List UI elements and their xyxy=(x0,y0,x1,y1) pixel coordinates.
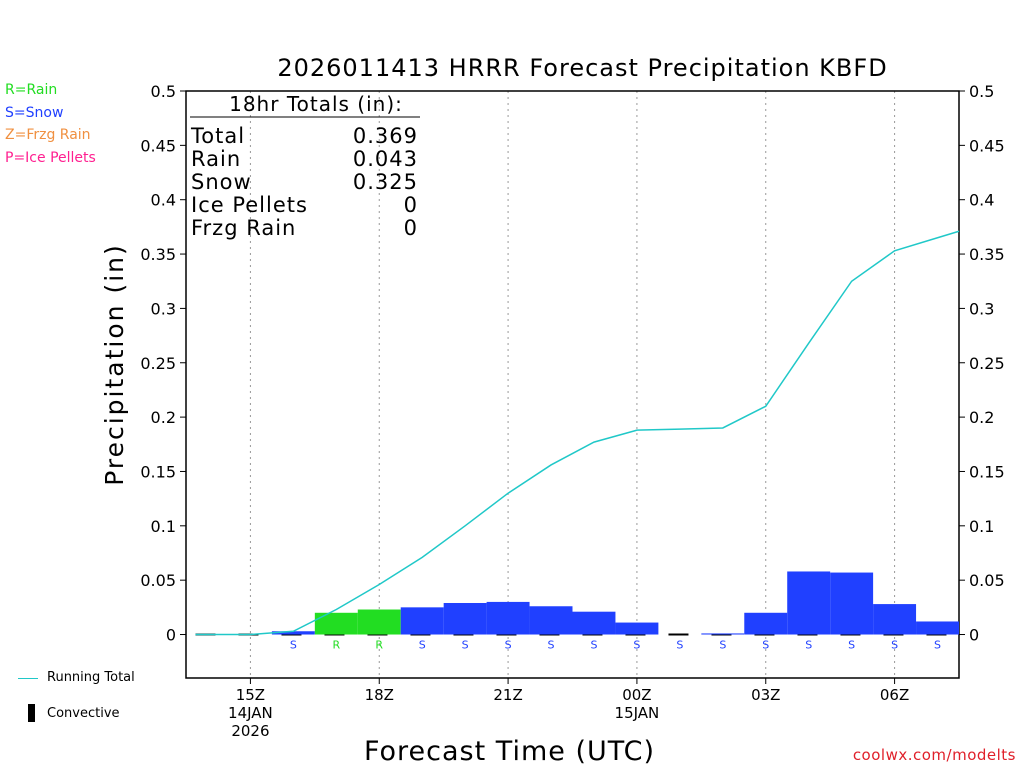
y-tick-label-left: 0.2 xyxy=(151,408,176,427)
precip-bar xyxy=(314,612,358,635)
totals-row-value: 0.043 xyxy=(353,147,418,171)
precip-type-label: S xyxy=(462,639,469,652)
x-tick-label: 00Z xyxy=(622,686,651,704)
precip-bar xyxy=(701,633,745,635)
totals-header: 18hr Totals (in): xyxy=(229,92,403,116)
running-total-key-label: Running Total xyxy=(47,670,135,685)
x-tick-label: 18Z xyxy=(365,686,394,704)
y-tick-label-right: 0.35 xyxy=(969,245,1005,264)
x-tick-label: 03Z xyxy=(751,686,780,704)
totals-row-value: 0.369 xyxy=(353,124,418,148)
y-axis-label: Precipitation (in) xyxy=(100,243,129,486)
precip-bar xyxy=(271,631,315,635)
y-tick-label-left: 0.45 xyxy=(140,136,176,155)
convective-key-label: Convective xyxy=(47,706,120,721)
precip-bar xyxy=(443,602,487,635)
y-tick-label-left: 0.25 xyxy=(140,354,176,373)
precip-type-label: S xyxy=(590,639,597,652)
precip-type-label: S xyxy=(891,639,898,652)
precip-type-label: S xyxy=(290,639,297,652)
plot-frame xyxy=(185,90,960,679)
precip-type-label: S xyxy=(419,639,426,652)
precip-type-label: R xyxy=(375,639,383,652)
precip-bar xyxy=(744,612,788,635)
totals-row-value: 0.325 xyxy=(353,170,418,194)
y-tick-label-right: 0.1 xyxy=(969,517,994,536)
x-tick-label: 15Z xyxy=(236,686,265,704)
running-total-line xyxy=(195,230,960,636)
x-tick-label: 21Z xyxy=(493,686,522,704)
precip-type-label: S xyxy=(633,639,640,652)
y-tick-label-right: 0.25 xyxy=(969,354,1005,373)
y-tick-label-left: 0.1 xyxy=(151,517,176,536)
precip-type-label: S xyxy=(762,639,769,652)
totals-row-value: 0 xyxy=(404,193,418,217)
precip-bar xyxy=(615,622,659,635)
legend-snow: S=Snow xyxy=(5,105,63,121)
y-tick-label-left: 0.5 xyxy=(151,82,176,101)
precip-type-label: S xyxy=(719,639,726,652)
precip-type-label: S xyxy=(505,639,512,652)
legend-frzg-rain: Z=Frzg Rain xyxy=(5,127,91,143)
legend-snow-label: S=Snow xyxy=(5,105,64,121)
precip-bar xyxy=(357,609,401,635)
totals-row-label: Snow xyxy=(191,170,252,194)
precip-type-label: R xyxy=(332,639,340,652)
site-credit: coolwx.com/modelts xyxy=(852,746,1016,764)
precip-type-label: S xyxy=(805,639,812,652)
y-tick-label-left: 0.4 xyxy=(151,191,176,210)
y-tick-label-right: 0.5 xyxy=(969,82,994,101)
precip-bar xyxy=(400,607,444,635)
y-tick-label-right: 0.4 xyxy=(969,191,994,210)
totals-row-label: Frzg Rain xyxy=(191,216,296,240)
y-tick-label-left: 0.35 xyxy=(140,245,176,264)
precip-bar xyxy=(830,572,874,635)
legend-rain: R=Rain xyxy=(5,82,57,98)
legend-rain-label: R=Rain xyxy=(5,82,58,98)
y-tick-label-right: 0.3 xyxy=(969,299,994,318)
precip-type-label: S xyxy=(548,639,555,652)
x-tick-label: 15JAN xyxy=(615,704,660,722)
x-tick-label: 14JAN xyxy=(228,704,273,722)
legend-ice-label: P=Ice Pellets xyxy=(5,150,96,166)
x-tick-label: 2026 xyxy=(231,722,269,740)
x-tick-label: 06Z xyxy=(880,686,909,704)
y-tick-label-right: 0.05 xyxy=(969,571,1005,590)
convective-key-swatch xyxy=(28,704,35,722)
totals-row-label: Total xyxy=(190,124,245,148)
totals-row-label: Rain xyxy=(191,147,241,171)
y-tick-label-left: 0.05 xyxy=(140,571,176,590)
y-tick-label-right: 0 xyxy=(969,626,979,645)
precip-type-label: S xyxy=(676,639,683,652)
precip-bar xyxy=(529,606,573,635)
precip-type-label: S xyxy=(848,639,855,652)
y-tick-label-right: 0.15 xyxy=(969,462,1005,481)
y-tick-label-left: 0.3 xyxy=(151,299,176,318)
y-tick-label-left: 0.15 xyxy=(140,462,176,481)
precip-bar xyxy=(572,611,616,635)
x-axis-label: Forecast Time (UTC) xyxy=(364,736,655,767)
precip-bar xyxy=(873,604,917,635)
legend-ice-pellets: P=Ice Pellets xyxy=(5,150,96,166)
chart-title: 2026011413 HRRR Forecast Precipitation K… xyxy=(277,54,887,82)
running-total-key-line xyxy=(18,678,38,679)
precip-bar xyxy=(916,621,959,635)
totals-row-label: Ice Pellets xyxy=(191,193,308,217)
y-tick-label-right: 0.45 xyxy=(969,136,1005,155)
precip-bar xyxy=(486,601,530,635)
y-tick-label-left: 0 xyxy=(166,626,176,645)
precip-bar xyxy=(787,571,831,635)
y-tick-label-right: 0.2 xyxy=(969,408,994,427)
totals-row-value: 0 xyxy=(404,216,418,240)
legend-frzg-label: Z=Frzg Rain xyxy=(5,127,91,143)
precip-type-label: S xyxy=(934,639,941,652)
